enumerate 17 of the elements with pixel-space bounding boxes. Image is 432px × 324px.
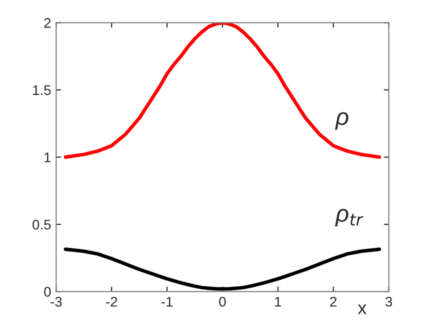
y-tick-label: 1.5 [33, 85, 51, 96]
line-series [64, 248, 382, 291]
x-tick-label: 0 [219, 296, 226, 307]
x-tick-label: -3 [50, 296, 62, 307]
annotation: ρ [335, 112, 348, 130]
x-axis-title: x [358, 304, 367, 314]
x-tick-label: -1 [161, 296, 173, 307]
x-tick-label: 1 [275, 296, 282, 307]
x-tick-label: -2 [106, 296, 118, 307]
y-tick-label: 0.5 [32, 220, 51, 230]
line-series [64, 22, 382, 159]
x-tick-label: 2 [330, 296, 337, 307]
y-tick-label: 0 [44, 286, 51, 297]
y-tick-label: 2 [44, 18, 51, 28]
y-tick-label: 1 [44, 152, 51, 162]
x-tick-label: 3 [385, 296, 392, 307]
annotation: ρ$_{tr}$ [335, 208, 364, 227]
